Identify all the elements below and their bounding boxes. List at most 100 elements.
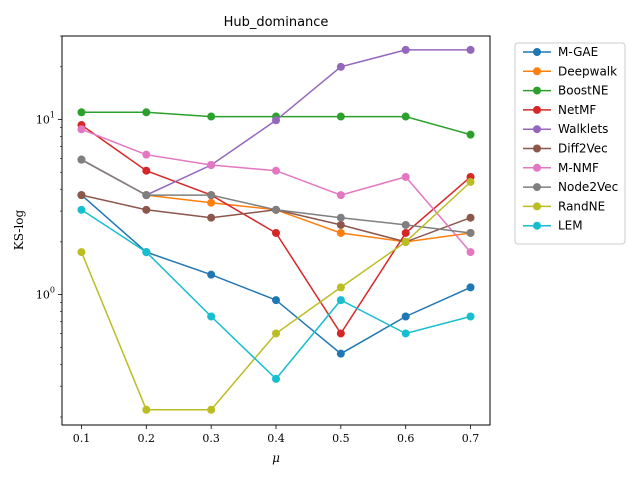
legend-label: M-GAE bbox=[558, 45, 598, 59]
x-tick-label: 0.3 bbox=[202, 432, 220, 445]
data-point bbox=[207, 191, 216, 200]
legend-marker bbox=[533, 183, 541, 192]
data-point bbox=[77, 125, 86, 134]
data-point bbox=[466, 312, 475, 321]
legend-entry-node2vec: Node2Vec bbox=[523, 180, 618, 194]
series-m-nmf bbox=[77, 125, 475, 257]
legend-box bbox=[514, 42, 626, 245]
data-point bbox=[142, 405, 151, 414]
data-point bbox=[142, 108, 151, 117]
data-point bbox=[466, 45, 475, 54]
legend-marker bbox=[533, 163, 541, 172]
legend-marker bbox=[533, 48, 541, 56]
legend-entry-m-gae: M-GAE bbox=[523, 45, 598, 59]
data-point bbox=[207, 405, 216, 414]
data-point bbox=[207, 213, 216, 222]
legend-marker bbox=[533, 144, 541, 153]
data-point bbox=[142, 205, 151, 214]
data-point bbox=[77, 248, 86, 257]
legend-entry-randne: RandNE bbox=[523, 199, 605, 213]
data-point bbox=[272, 166, 280, 175]
data-point bbox=[336, 228, 345, 237]
x-tick-label: 0.4 bbox=[267, 432, 285, 445]
legend-marker bbox=[533, 221, 541, 230]
data-point bbox=[336, 62, 345, 71]
data-point bbox=[272, 228, 280, 237]
x-tick-label: 0.2 bbox=[138, 432, 156, 445]
data-point bbox=[466, 228, 475, 237]
x-tick-label: 0.6 bbox=[397, 432, 415, 445]
x-axis: 0.1 0.2 0.3 0.4 0.5 0.6 0.7 bbox=[73, 425, 480, 445]
data-point bbox=[142, 150, 151, 159]
data-point bbox=[401, 329, 410, 338]
x-axis-title: μ bbox=[272, 451, 280, 465]
data-point bbox=[336, 283, 345, 292]
legend-entry-netmf: NetMF bbox=[523, 103, 596, 117]
y-tick-label: 100 bbox=[36, 286, 55, 302]
data-point bbox=[77, 191, 86, 200]
data-point bbox=[401, 45, 410, 54]
data-point bbox=[401, 228, 410, 237]
legend-label: Diff2Vec bbox=[558, 142, 608, 156]
legend-marker bbox=[533, 86, 541, 95]
legend-marker bbox=[533, 67, 541, 76]
y-axis-title: KS-log bbox=[12, 209, 26, 250]
data-point bbox=[336, 296, 345, 305]
data-point bbox=[142, 248, 151, 257]
data-point bbox=[401, 237, 410, 246]
data-point bbox=[401, 312, 410, 321]
legend-label: BoostNE bbox=[558, 84, 608, 98]
legend-label: M-NMF bbox=[558, 161, 599, 175]
data-point bbox=[466, 130, 475, 139]
legend-entry-boostne: BoostNE bbox=[523, 84, 608, 98]
legend-entry-diff2vec: Diff2Vec bbox=[523, 142, 608, 156]
data-point bbox=[336, 191, 345, 200]
data-point bbox=[77, 205, 86, 214]
x-tick-label: 0.5 bbox=[332, 432, 350, 445]
legend-label: Walklets bbox=[558, 122, 608, 136]
data-point bbox=[336, 213, 345, 222]
y-axis: 100 101 bbox=[36, 35, 62, 418]
data-point bbox=[466, 283, 475, 292]
y-tick-label: 101 bbox=[36, 111, 55, 127]
legend-label: NetMF bbox=[558, 103, 596, 117]
legend-label: LEM bbox=[558, 219, 583, 233]
legend-marker bbox=[533, 105, 541, 114]
data-point bbox=[207, 112, 216, 121]
plot-series bbox=[77, 45, 475, 414]
chart-title: Hub_dominance bbox=[224, 15, 329, 30]
data-point bbox=[142, 166, 151, 175]
data-point bbox=[401, 112, 410, 121]
data-point bbox=[272, 296, 280, 305]
data-point bbox=[336, 349, 345, 358]
data-point bbox=[272, 205, 280, 214]
data-point bbox=[466, 177, 475, 186]
legend-entry-deepwalk: Deepwalk bbox=[523, 64, 617, 78]
data-point bbox=[207, 198, 216, 207]
legend: M-GAE Deepwalk BoostNE NetMF Walklets Diff2Ve… bbox=[514, 42, 626, 245]
data-point bbox=[272, 329, 280, 338]
x-tick-label: 0.1 bbox=[73, 432, 91, 445]
data-point bbox=[401, 172, 410, 181]
data-point bbox=[466, 248, 475, 257]
data-point bbox=[142, 191, 151, 200]
data-point bbox=[401, 220, 410, 229]
data-point bbox=[336, 112, 345, 121]
series-randne bbox=[77, 177, 475, 414]
data-point bbox=[207, 312, 216, 321]
legend-entry-m-nmf: M-NMF bbox=[523, 161, 599, 175]
legend-label: Node2Vec bbox=[558, 180, 618, 194]
data-point bbox=[336, 329, 345, 338]
legend-entry-walklets: Walklets bbox=[523, 122, 608, 136]
data-point bbox=[77, 108, 86, 117]
data-point bbox=[336, 220, 345, 229]
legend-label: Deepwalk bbox=[558, 64, 617, 78]
data-point bbox=[207, 270, 216, 279]
legend-entry-lem: LEM bbox=[523, 219, 583, 233]
data-point bbox=[272, 374, 280, 383]
data-point bbox=[272, 116, 280, 125]
x-tick-label: 0.7 bbox=[462, 432, 480, 445]
data-point bbox=[77, 155, 86, 164]
series-node2vec bbox=[77, 155, 475, 237]
